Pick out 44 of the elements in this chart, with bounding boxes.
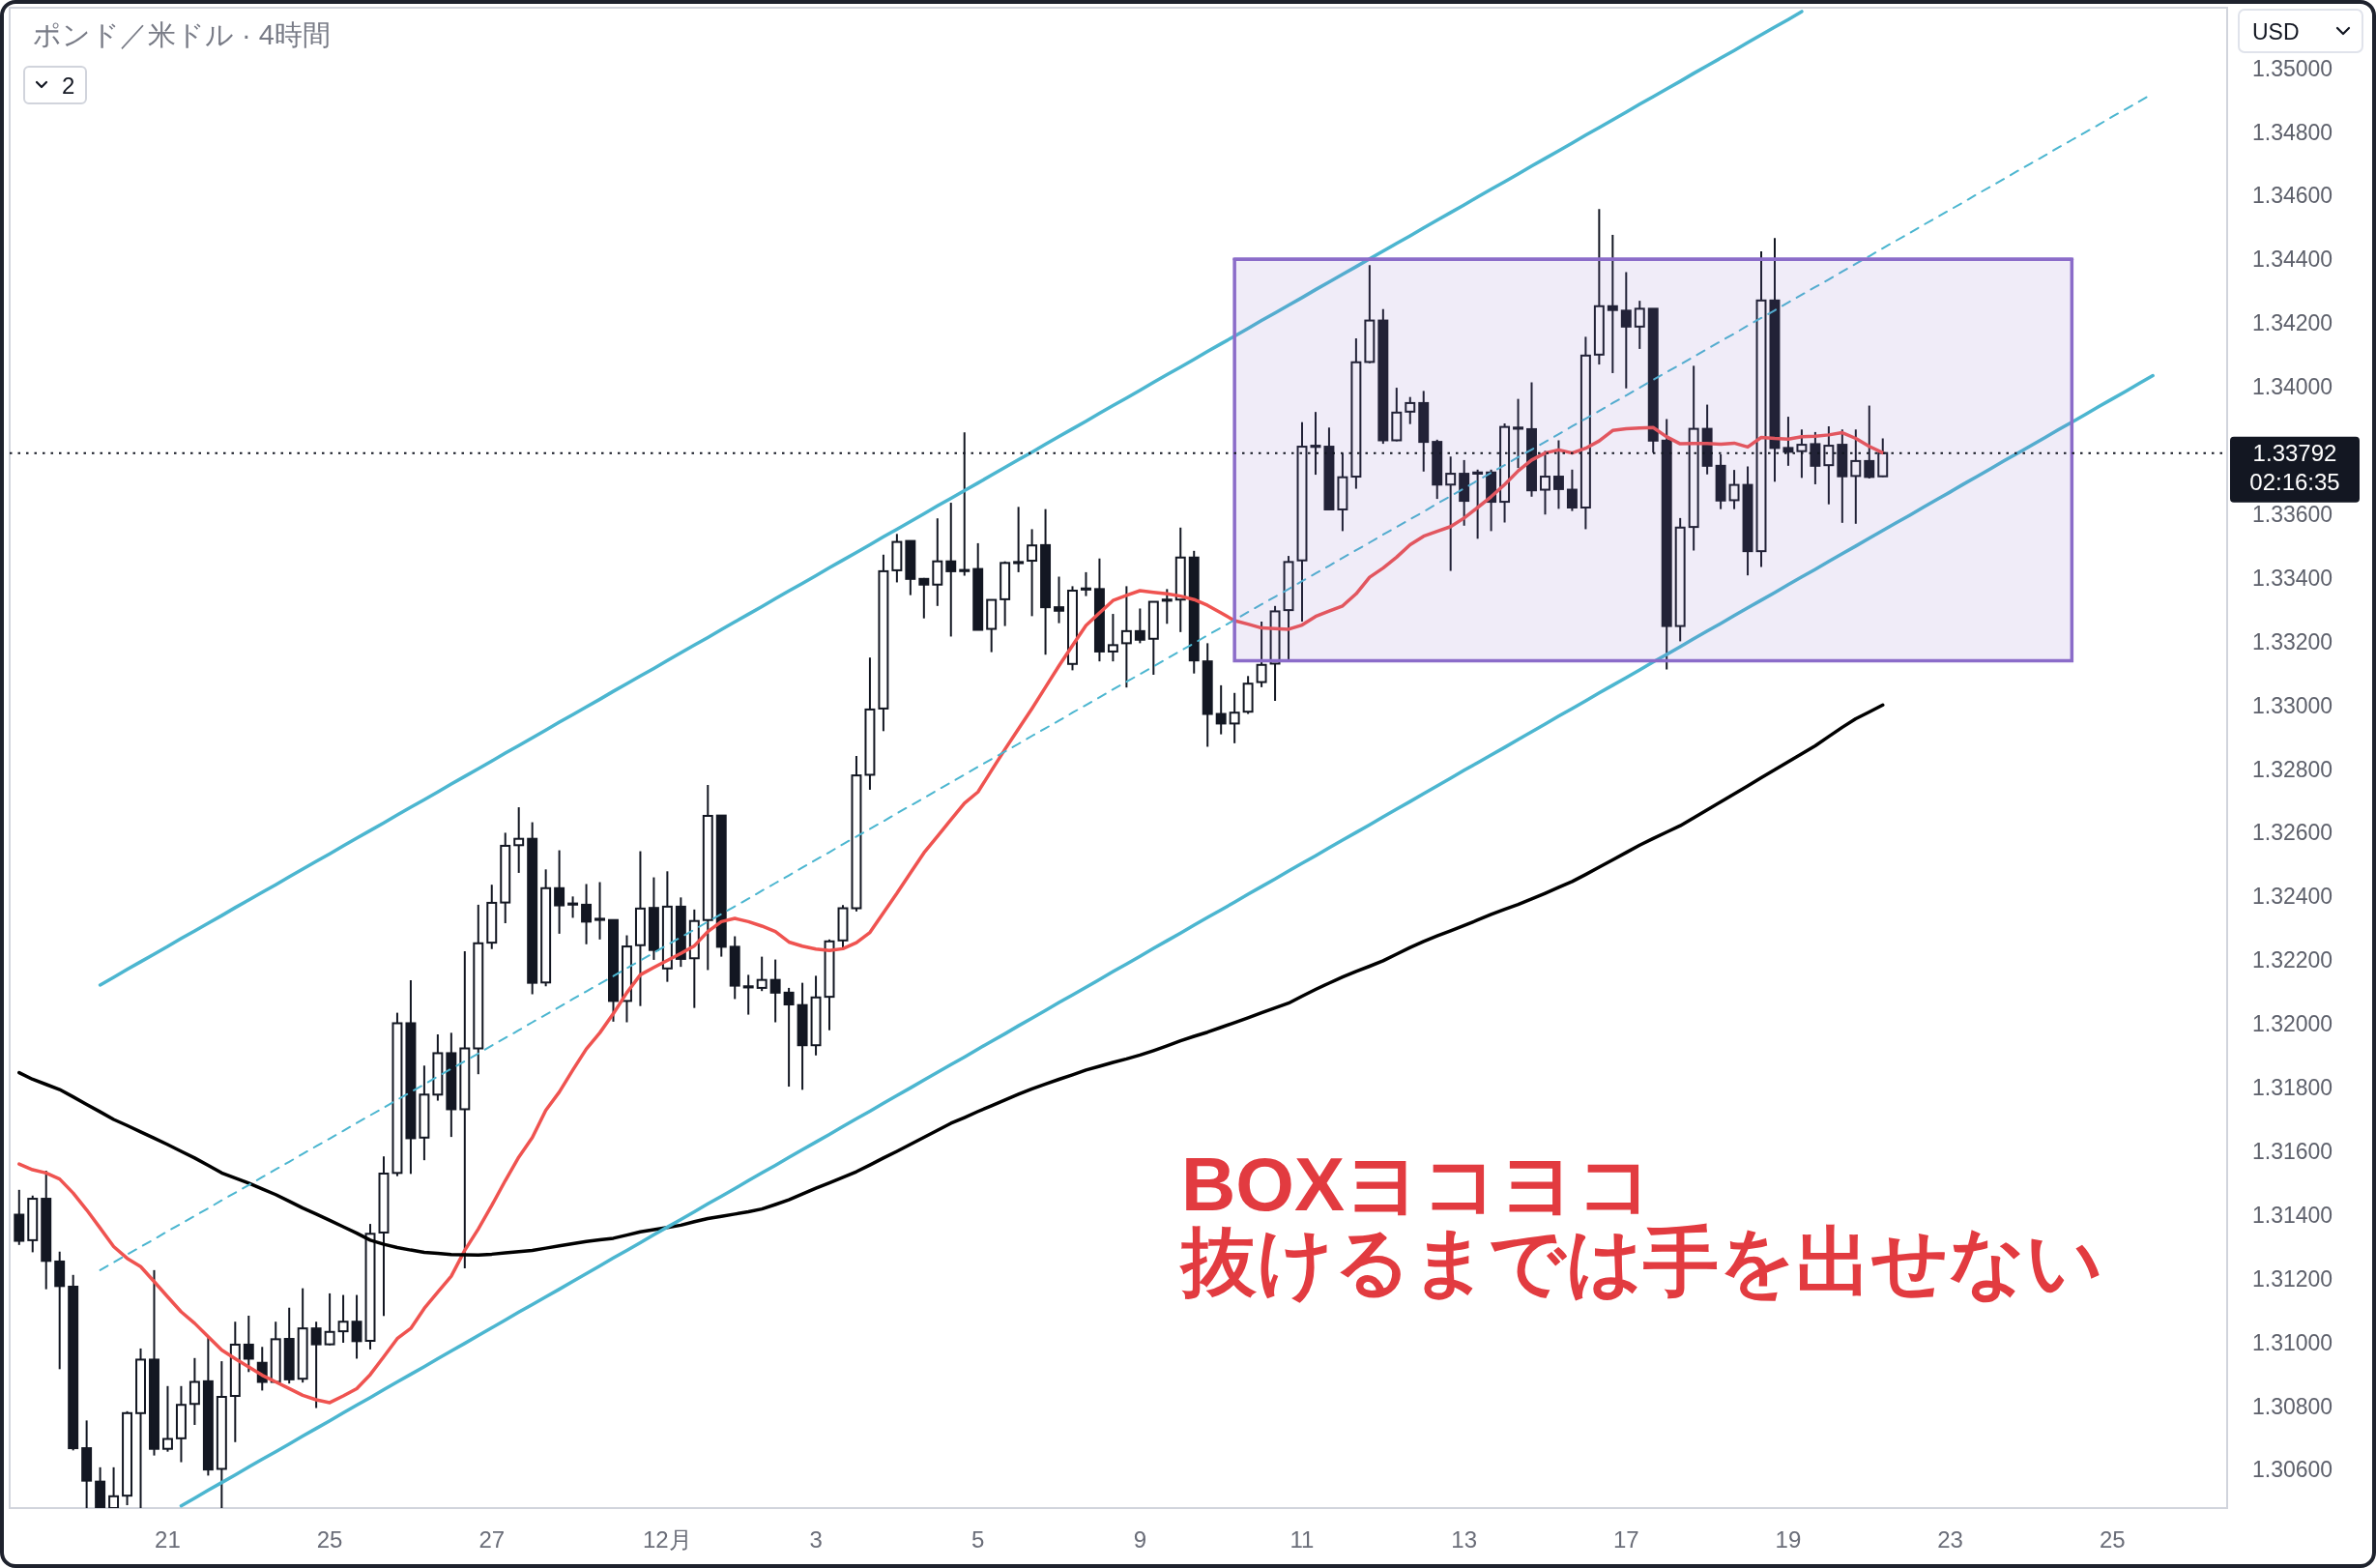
y-tick-label: 1.31400 — [2252, 1202, 2333, 1228]
y-tick-label: 1.34600 — [2252, 183, 2333, 209]
y-tick-label: 1.31000 — [2252, 1329, 2333, 1355]
x-tick-label: 21 — [155, 1525, 181, 1553]
price-tag: 1.33792 02:16:35 — [2230, 436, 2360, 503]
line-series — [179, 373, 2155, 1508]
chart-title: ポンド／米ドル · 4時間 — [33, 19, 331, 50]
y-tick-label: 1.31800 — [2252, 1075, 2333, 1101]
y-tick-label: 1.33000 — [2252, 692, 2333, 718]
x-tick-label: 3 — [809, 1525, 823, 1553]
y-tick-label: 1.33200 — [2252, 628, 2333, 654]
x-tick-label: 27 — [478, 1525, 506, 1553]
y-tick-label: 1.31200 — [2252, 1265, 2333, 1292]
line-series — [98, 10, 1804, 987]
y-tick-label: 1.35000 — [2252, 55, 2333, 81]
y-tick-label: 1.30800 — [2252, 1393, 2333, 1419]
y-tick-label: 1.32000 — [2252, 1011, 2333, 1037]
y-tick-label: 1.32200 — [2252, 947, 2333, 973]
annotation: 2 — [62, 72, 75, 99]
indicator-chip: 2 — [23, 66, 87, 104]
x-tick-label: 25 — [2099, 1525, 2126, 1553]
x-tick-label: 11 — [1289, 1525, 1315, 1553]
y-tick-label: 1.33400 — [2252, 565, 2333, 591]
x-tick-label: 13 — [1451, 1525, 1477, 1553]
unit-selector: USD — [2238, 9, 2363, 53]
y-tick-label: 1.32800 — [2252, 756, 2333, 782]
y-tick-label: 1.31600 — [2252, 1138, 2333, 1164]
x-tick-label: 23 — [1937, 1525, 1963, 1553]
y-tick-label: 1.34200 — [2252, 310, 2333, 336]
x-tick-label: 5 — [971, 1525, 985, 1553]
y-tick-label: 1.34000 — [2252, 374, 2333, 400]
x-tick-label: 12月 — [643, 1525, 692, 1553]
y-tick-label: 1.32600 — [2252, 820, 2333, 846]
x-tick-label: 25 — [316, 1525, 343, 1553]
x-tick-label: 9 — [1133, 1525, 1147, 1553]
y-tick-label: 1.30600 — [2252, 1457, 2333, 1483]
y-tick-label: 1.33600 — [2252, 501, 2333, 527]
y-tick-label: 1.32400 — [2252, 884, 2333, 910]
x-tick-label: 19 — [1775, 1525, 1802, 1553]
y-tick-label: 1.34400 — [2252, 247, 2333, 273]
y-axis-title: USD — [2252, 19, 2300, 44]
x-tick-label: 17 — [1612, 1525, 1639, 1553]
ref-line-label: 1.33792 02:16:35 — [2249, 440, 2340, 496]
y-tick-label: 1.34800 — [2252, 119, 2333, 145]
